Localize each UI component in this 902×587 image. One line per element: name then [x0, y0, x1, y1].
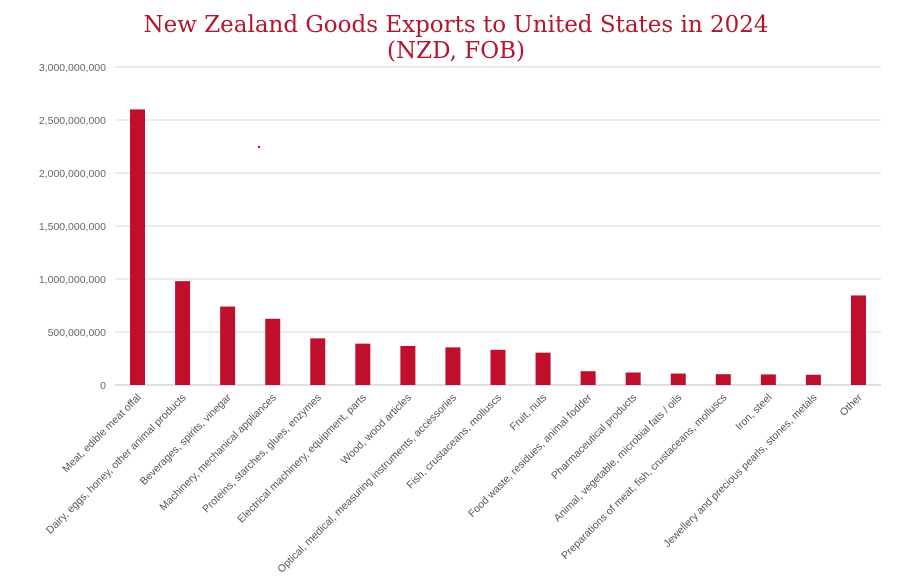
y-tick-label: 1,500,000,000 [39, 221, 106, 233]
bar [580, 371, 596, 385]
y-axis: 0 500,000,000 1,000,000,000 1,500,000,000 2,… [39, 62, 106, 392]
x-tick-label: Jewellery and precious pearls, stones, m… [661, 392, 819, 550]
y-tick-label: 1,000,000,000 [39, 274, 106, 286]
x-tick-label: Fish, crustaceans, molluscs [404, 392, 504, 492]
bar [175, 281, 191, 385]
bar [670, 373, 686, 385]
x-tick-label: Preparations of meat, fish, crustaceans,… [559, 392, 729, 562]
bar [850, 295, 866, 385]
bar [490, 349, 506, 385]
chart-subtitle: (NZD, FOB) [387, 38, 525, 64]
x-tick-label: Beverages, spirits, vinegar [138, 391, 234, 487]
bar [310, 338, 326, 385]
x-tick-label: Iron, steel [733, 392, 774, 433]
bar [805, 374, 821, 385]
bar [535, 352, 551, 385]
bar [220, 306, 236, 385]
bar [625, 372, 641, 385]
bar [445, 347, 461, 385]
x-tick-label: Pharmaceutical products [549, 392, 639, 482]
grid-lines [115, 66, 881, 386]
x-tick-label: Fruit, nuts [508, 392, 549, 433]
x-tick-label: Other [838, 391, 865, 418]
bar [760, 374, 776, 385]
stray-dot [257, 145, 261, 149]
bars [130, 109, 866, 386]
y-tick-label: 0 [100, 380, 106, 392]
x-tick-label: Meat, edible meat offal [60, 392, 143, 475]
bar [355, 343, 371, 385]
bar [130, 109, 146, 386]
y-tick-label: 2,000,000,000 [39, 168, 106, 180]
y-tick-label: 3,000,000,000 [39, 62, 106, 74]
bar [715, 374, 731, 385]
bar [265, 318, 281, 385]
y-tick-label: 2,500,000,000 [39, 115, 106, 127]
bar [400, 345, 416, 385]
y-tick-label: 500,000,000 [48, 327, 107, 339]
chart-title: New Zealand Goods Exports to United Stat… [143, 12, 768, 38]
